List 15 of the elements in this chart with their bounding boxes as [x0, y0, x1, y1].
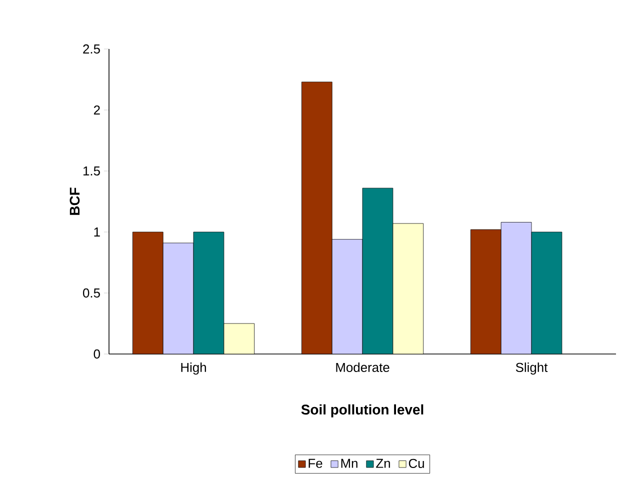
y-tick-label: 2	[94, 105, 100, 115]
y-tick-label: 2.5	[83, 44, 100, 54]
y-axis-title: BCF	[70, 188, 80, 215]
x-tick-label: Moderate	[336, 362, 390, 372]
x-tick-label: Slight	[516, 362, 548, 375]
legend-label: Zn	[376, 458, 390, 468]
y-tick-label: 1.5	[83, 166, 100, 176]
x-tick-label: High	[181, 362, 206, 375]
y-tick-label: 0	[94, 349, 100, 359]
y-tick-label: 0.5	[82, 288, 100, 298]
y-tick-label: 1	[94, 228, 100, 236]
x-axis-title: Soil pollution level	[301, 404, 424, 418]
legend-label: Fe	[308, 458, 322, 468]
legend-label: Mn	[341, 458, 358, 468]
legend-label: Cu	[408, 458, 424, 468]
